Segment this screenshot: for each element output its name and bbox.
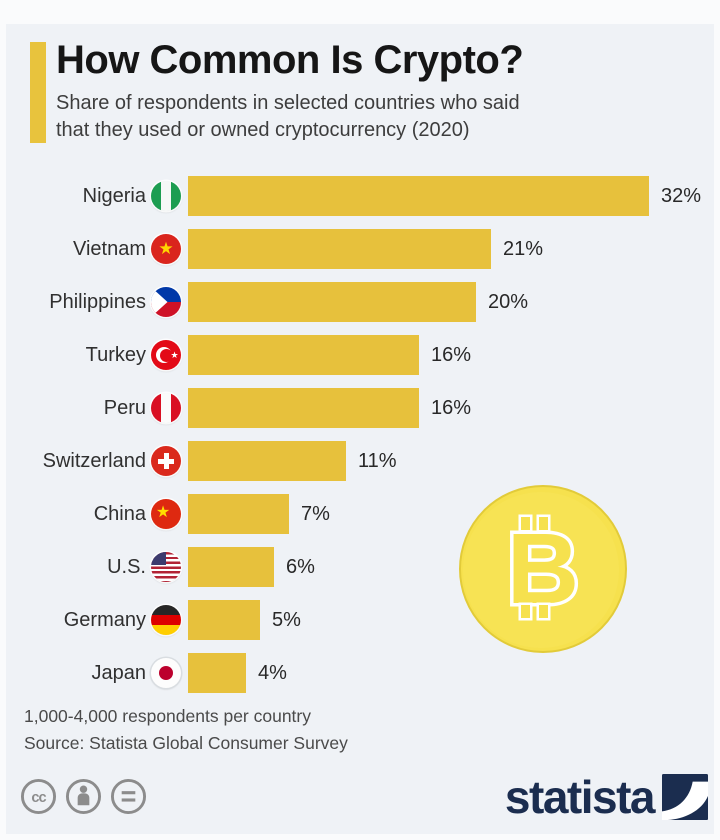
country-label: Philippines bbox=[49, 290, 146, 313]
chart-row-vietnam: Vietnam ★ 21% bbox=[0, 229, 720, 269]
star-glyph: ★ bbox=[155, 504, 171, 521]
philippines-flag-icon bbox=[151, 287, 181, 317]
country-label: Nigeria bbox=[82, 184, 146, 207]
country-label: China bbox=[93, 502, 146, 525]
star-glyph: ★ bbox=[158, 239, 174, 258]
chart-row-philippines: Philippines 20% bbox=[0, 282, 720, 322]
value-label: 16% bbox=[431, 343, 472, 366]
value-label: 5% bbox=[272, 608, 301, 631]
value-bar-us bbox=[188, 547, 274, 587]
title-accent-bar bbox=[30, 42, 46, 143]
no-derivatives-icon[interactable] bbox=[110, 778, 147, 815]
us-flag-icon bbox=[151, 552, 181, 582]
country-label: Peru bbox=[103, 396, 146, 419]
value-bar-china bbox=[188, 494, 289, 534]
value-bar-japan bbox=[188, 653, 246, 693]
country-label: Japan bbox=[91, 661, 147, 684]
triangle-glyph bbox=[151, 287, 168, 317]
chart-row-turkey: Turkey ★ 16% bbox=[0, 335, 720, 375]
turkey-flag-icon: ★ bbox=[151, 340, 181, 370]
chart-row-switzerland: Switzerland 11% bbox=[0, 441, 720, 481]
value-bar-peru bbox=[188, 388, 419, 428]
source-line: Source: Statista Global Consumer Survey bbox=[24, 733, 348, 753]
attribution-icon[interactable] bbox=[65, 778, 102, 815]
value-bar-nigeria bbox=[188, 176, 649, 216]
value-label: 32% bbox=[661, 184, 702, 207]
value-bar-germany bbox=[188, 600, 260, 640]
chart-title: How Common Is Crypto? bbox=[56, 38, 524, 82]
japan-flag-icon bbox=[151, 658, 181, 688]
nigeria-flag-icon bbox=[151, 181, 181, 211]
statista-logo[interactable]: statista bbox=[505, 772, 712, 822]
bitcoin-coin-icon: B bbox=[458, 484, 628, 654]
license-icons: cc bbox=[20, 778, 147, 816]
chart-row-japan: Japan 4% bbox=[0, 653, 720, 693]
chart-row-peru: Peru 16% bbox=[0, 388, 720, 428]
value-label: 4% bbox=[258, 661, 287, 684]
chart-row-us: U.S. 6% bbox=[0, 547, 720, 587]
country-label: Vietnam bbox=[72, 237, 146, 260]
peru-flag-icon bbox=[151, 393, 181, 423]
value-label: 7% bbox=[301, 502, 330, 525]
chart-row-nigeria: Nigeria 32% bbox=[0, 176, 720, 216]
country-label: Switzerland bbox=[42, 449, 146, 472]
value-bar-turkey bbox=[188, 335, 419, 375]
value-label: 6% bbox=[286, 555, 315, 578]
china-flag-icon: ★ bbox=[151, 499, 181, 529]
star-glyph: ★ bbox=[170, 350, 179, 360]
value-label: 11% bbox=[358, 449, 397, 472]
svg-text:cc: cc bbox=[31, 790, 46, 806]
vietnam-flag-icon: ★ bbox=[151, 234, 181, 264]
infographic-panel bbox=[6, 24, 714, 834]
chart-subtitle: Share of respondents in selected countri… bbox=[56, 92, 520, 141]
statista-logo-text: statista bbox=[504, 771, 656, 823]
country-label: U.S. bbox=[107, 555, 146, 578]
cc-icon[interactable]: cc bbox=[20, 778, 57, 815]
bar-chart: Nigeria 32% Vietnam ★ 21% Philippines 20… bbox=[0, 176, 720, 706]
value-label: 21% bbox=[503, 237, 544, 260]
statista-logo-mark bbox=[662, 774, 708, 820]
value-label: 16% bbox=[431, 396, 472, 419]
footnote: 1,000-4,000 respondents per country bbox=[24, 706, 311, 726]
sun-disc-glyph bbox=[159, 666, 173, 680]
country-label: Germany bbox=[63, 608, 146, 631]
chart-row-germany: Germany 5% bbox=[0, 600, 720, 640]
germany-flag-icon bbox=[151, 605, 181, 635]
switzerland-flag-icon bbox=[151, 446, 181, 476]
value-bar-switzerland bbox=[188, 441, 346, 481]
value-bar-philippines bbox=[188, 282, 476, 322]
chart-row-china: China ★ 7% bbox=[0, 494, 720, 534]
value-bar-vietnam bbox=[188, 229, 491, 269]
canton-glyph bbox=[151, 552, 166, 565]
country-label: Turkey bbox=[85, 343, 146, 366]
value-label: 20% bbox=[488, 290, 529, 313]
